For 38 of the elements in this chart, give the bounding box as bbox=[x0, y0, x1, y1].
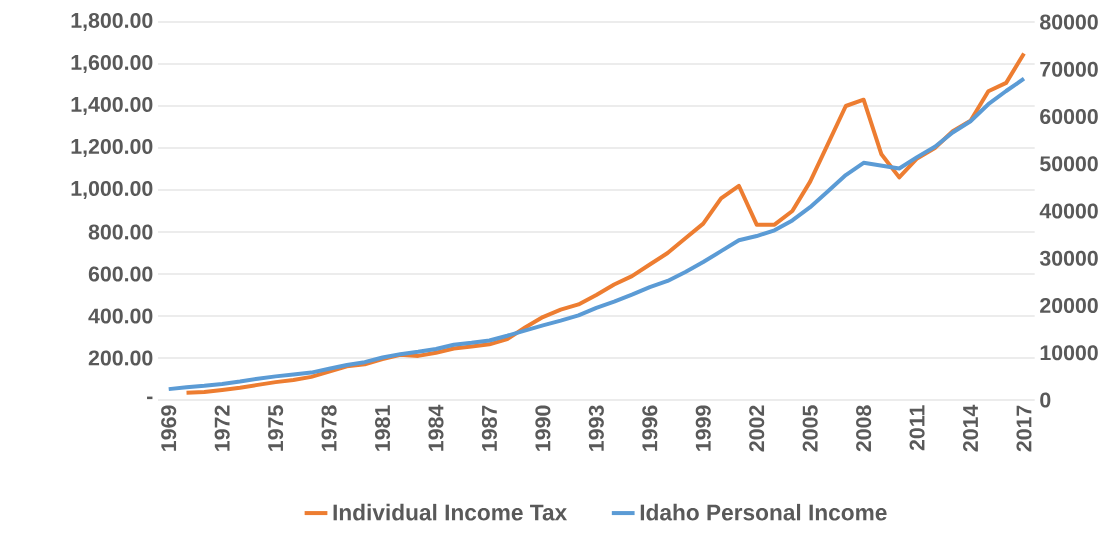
x-tick-label: 1996 bbox=[642, 405, 658, 451]
x-tick-label: 1969 bbox=[161, 405, 177, 451]
y-tick-label: 1,600.00 bbox=[71, 54, 153, 74]
x-tick-label: 2011 bbox=[909, 405, 925, 451]
x-tick-label: 1975 bbox=[268, 405, 284, 451]
x-tick-label: 1987 bbox=[481, 405, 497, 451]
legend-label: Individual Income Tax bbox=[333, 503, 568, 521]
y-tick-label: 1,400.00 bbox=[71, 96, 153, 116]
x-tick-label: 2017 bbox=[1016, 405, 1032, 452]
y2-tick-label: 80000 bbox=[1040, 14, 1098, 30]
y-tick-label: 1,800.00 bbox=[71, 12, 153, 32]
y2-tick-label: 70000 bbox=[1040, 61, 1098, 77]
x-tick-label: 1999 bbox=[695, 405, 711, 451]
y2-tick-label: 0 bbox=[1040, 392, 1051, 408]
y-tick-label: - bbox=[147, 396, 153, 400]
x-tick-label: 1972 bbox=[214, 405, 230, 451]
y2-tick-label: 60000 bbox=[1040, 108, 1098, 125]
x-tick-label: 1990 bbox=[535, 405, 551, 451]
y-tick-label: 1,000.00 bbox=[71, 180, 153, 200]
y2-tick-label: 10000 bbox=[1040, 345, 1098, 361]
y2-tick-label: 20000 bbox=[1040, 297, 1098, 314]
y-tick-label: 400.00 bbox=[88, 308, 153, 324]
y-tick-label: 800.00 bbox=[88, 224, 153, 240]
x-tick-label: 2002 bbox=[749, 405, 765, 452]
x-tick-label: 1978 bbox=[321, 405, 337, 451]
y-tick-label: 1,200.00 bbox=[71, 138, 153, 158]
x-tick-label: 1984 bbox=[428, 404, 444, 451]
y2-tick-label: 30000 bbox=[1039, 250, 1098, 266]
x-tick-label: 1993 bbox=[588, 405, 604, 451]
x-tick-label: 2005 bbox=[802, 405, 818, 452]
y2-tick-label: 40000 bbox=[1039, 203, 1098, 219]
legend-label: Idaho Personal Income bbox=[640, 503, 887, 521]
x-tick-label: 2014 bbox=[962, 404, 979, 452]
y-tick-label: 200.00 bbox=[88, 350, 153, 366]
x-tick-label: 1981 bbox=[374, 405, 391, 451]
y-tick-label: 600.00 bbox=[88, 266, 153, 282]
x-tick-label: 2008 bbox=[856, 405, 872, 452]
y2-tick-label: 50000 bbox=[1040, 156, 1098, 172]
